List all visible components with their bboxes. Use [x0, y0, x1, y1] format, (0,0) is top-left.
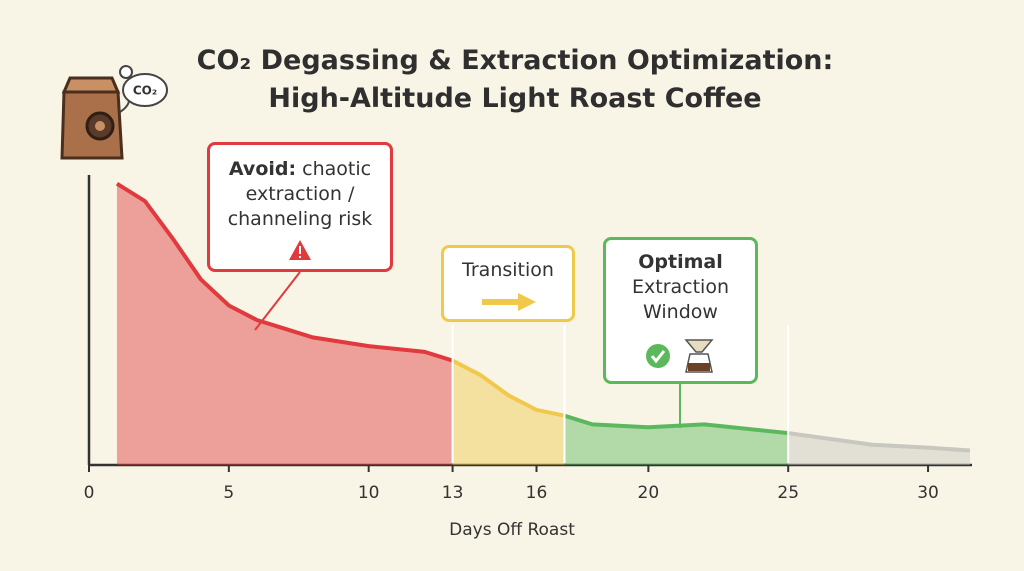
line: [115, 182, 971, 453]
x-tick-label: 30: [917, 483, 939, 503]
x-tick-label: 0: [84, 483, 95, 503]
annotation-bold: Avoid:: [228, 158, 297, 180]
warning-icon: [289, 240, 311, 260]
x-axis-label: Days Off Roast: [449, 520, 575, 540]
arrow-icon: [482, 293, 536, 311]
x-tick-label: 10: [358, 483, 380, 503]
x-tick-label: 5: [223, 483, 234, 503]
annotation-text: chaotic extraction / channeling risk: [227, 158, 373, 230]
x-tick-label: 13: [442, 483, 464, 503]
x-tick-label: 16: [526, 483, 548, 503]
x-tick-label: 25: [777, 483, 799, 503]
annotation-avoid: Avoid: chaotic extraction / channeling r…: [207, 142, 393, 272]
icon-label: CO₂: [133, 84, 157, 98]
coffee-bag-icon: [60, 65, 168, 160]
annotation-optimal: Optimal Extraction Window: [603, 237, 758, 384]
check-pourover-icon: [646, 339, 714, 373]
annotation-text: Transition: [462, 259, 554, 281]
chart-title: CO₂ Degassing & Extraction Optimization:…: [196, 45, 834, 114]
annotation-bold: Optimal: [638, 251, 723, 273]
x-tick-label: 20: [638, 483, 660, 503]
annotation-transition: Transition: [441, 245, 575, 322]
annotation-text: Extraction Window: [632, 276, 729, 323]
area: [116, 183, 970, 465]
